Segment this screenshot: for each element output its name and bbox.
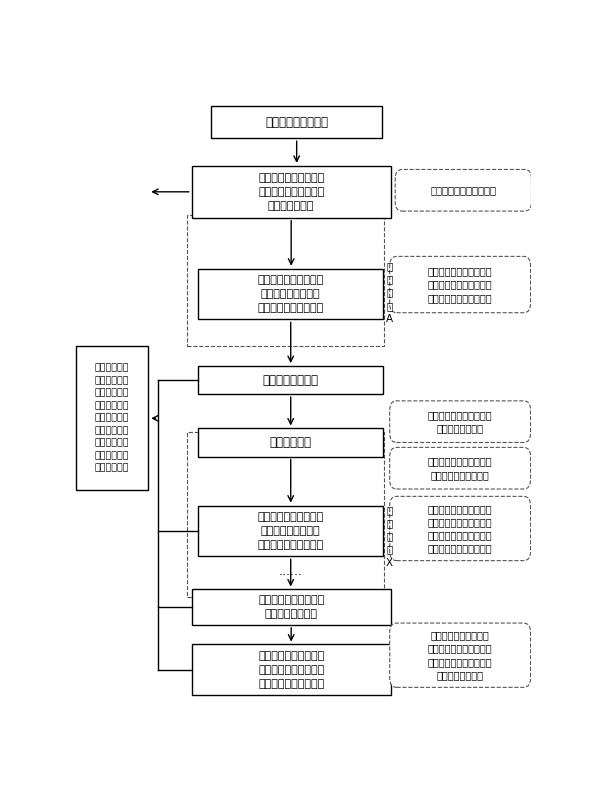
Text: ......: ......	[279, 565, 303, 578]
FancyBboxPatch shape	[198, 429, 384, 456]
Text: 工作中心之间物料交接，
操作人员进行出库操作: 工作中心之间物料交接， 操作人员进行出库操作	[428, 456, 493, 480]
FancyBboxPatch shape	[192, 645, 391, 696]
FancyBboxPatch shape	[390, 623, 530, 688]
Text: 若接收，物料进入该工作
中心在制品原材料库；若
拒绝，物料退回原材料库: 若接收，物料进入该工作 中心在制品原材料库；若 拒绝，物料退回原材料库	[428, 266, 493, 303]
Text: 物料自动进入该工作中心
的在制品半成品库: 物料自动进入该工作中心 的在制品半成品库	[428, 410, 493, 433]
Text: 物料送达线边，工作人
员查询应接收物料明
细，核对后接收或拒绝: 物料送达线边，工作人 员查询应接收物料明 细，核对后接收或拒绝	[258, 512, 324, 550]
FancyBboxPatch shape	[192, 166, 391, 218]
Text: 类似此操作过程，直到
整个制造过程完成: 类似此操作过程，直到 整个制造过程完成	[258, 595, 324, 619]
FancyBboxPatch shape	[211, 107, 382, 138]
FancyBboxPatch shape	[76, 347, 148, 491]
FancyBboxPatch shape	[390, 496, 530, 560]
FancyBboxPatch shape	[198, 506, 384, 556]
Text: 工
作
中
心
X: 工 作 中 心 X	[386, 505, 393, 568]
Text: 原材料仓库工作人员接
收生产投料单，在物料
出库后及时反馈: 原材料仓库工作人员接 收生产投料单，在物料 出库后及时反馈	[258, 173, 324, 211]
Text: 上线绑定标识装置: 上线绑定标识装置	[263, 374, 319, 386]
Text: 计划部下达生产任务: 计划部下达生产任务	[265, 116, 328, 129]
Text: 若接收，物料进入该工作
中心在制品原材料库；若
拒绝，物料退回到上个工
作中心的在制品半成品库: 若接收，物料进入该工作 中心在制品原材料库；若 拒绝，物料退回到上个工 作中心的…	[428, 504, 493, 553]
FancyBboxPatch shape	[395, 169, 532, 211]
FancyBboxPatch shape	[390, 257, 530, 312]
Text: 产品合格下线: 产品合格下线	[270, 436, 312, 449]
Text: 若接收，物料进入成品
库；若拒绝，物料退回上
个工作中心的在制品半成
品库，其库存不变: 若接收，物料进入成品 库；若拒绝，物料退回上 个工作中心的在制品半成 品库，其库…	[428, 630, 493, 680]
Text: 工
作
中
心
A: 工 作 中 心 A	[386, 261, 393, 324]
Text: 物料送达成品库，工作
人员查询应接收物料明
细，核对后接收或拒绝: 物料送达成品库，工作 人员查询应接收物料明 细，核对后接收或拒绝	[258, 651, 324, 689]
Text: 此时仓库扣减相应原材料: 此时仓库扣减相应原材料	[430, 185, 496, 196]
Text: 管理人员可随
时对车间的各
个在制品库存
信息以及交接
明细进行实时
查询；当发生
在制品库存数
量不合理时，
启动报警装置: 管理人员可随 时对车间的各 个在制品库存 信息以及交接 明细进行实时 查询；当发…	[95, 364, 129, 473]
FancyBboxPatch shape	[390, 448, 530, 489]
FancyBboxPatch shape	[198, 366, 384, 394]
Text: 物料送达线边，工作人
员查询应接收物料明
细，核对后接收或拒绝: 物料送达线边，工作人 员查询应接收物料明 细，核对后接收或拒绝	[258, 275, 324, 313]
FancyBboxPatch shape	[390, 401, 530, 443]
FancyBboxPatch shape	[198, 269, 384, 320]
FancyBboxPatch shape	[192, 589, 391, 625]
